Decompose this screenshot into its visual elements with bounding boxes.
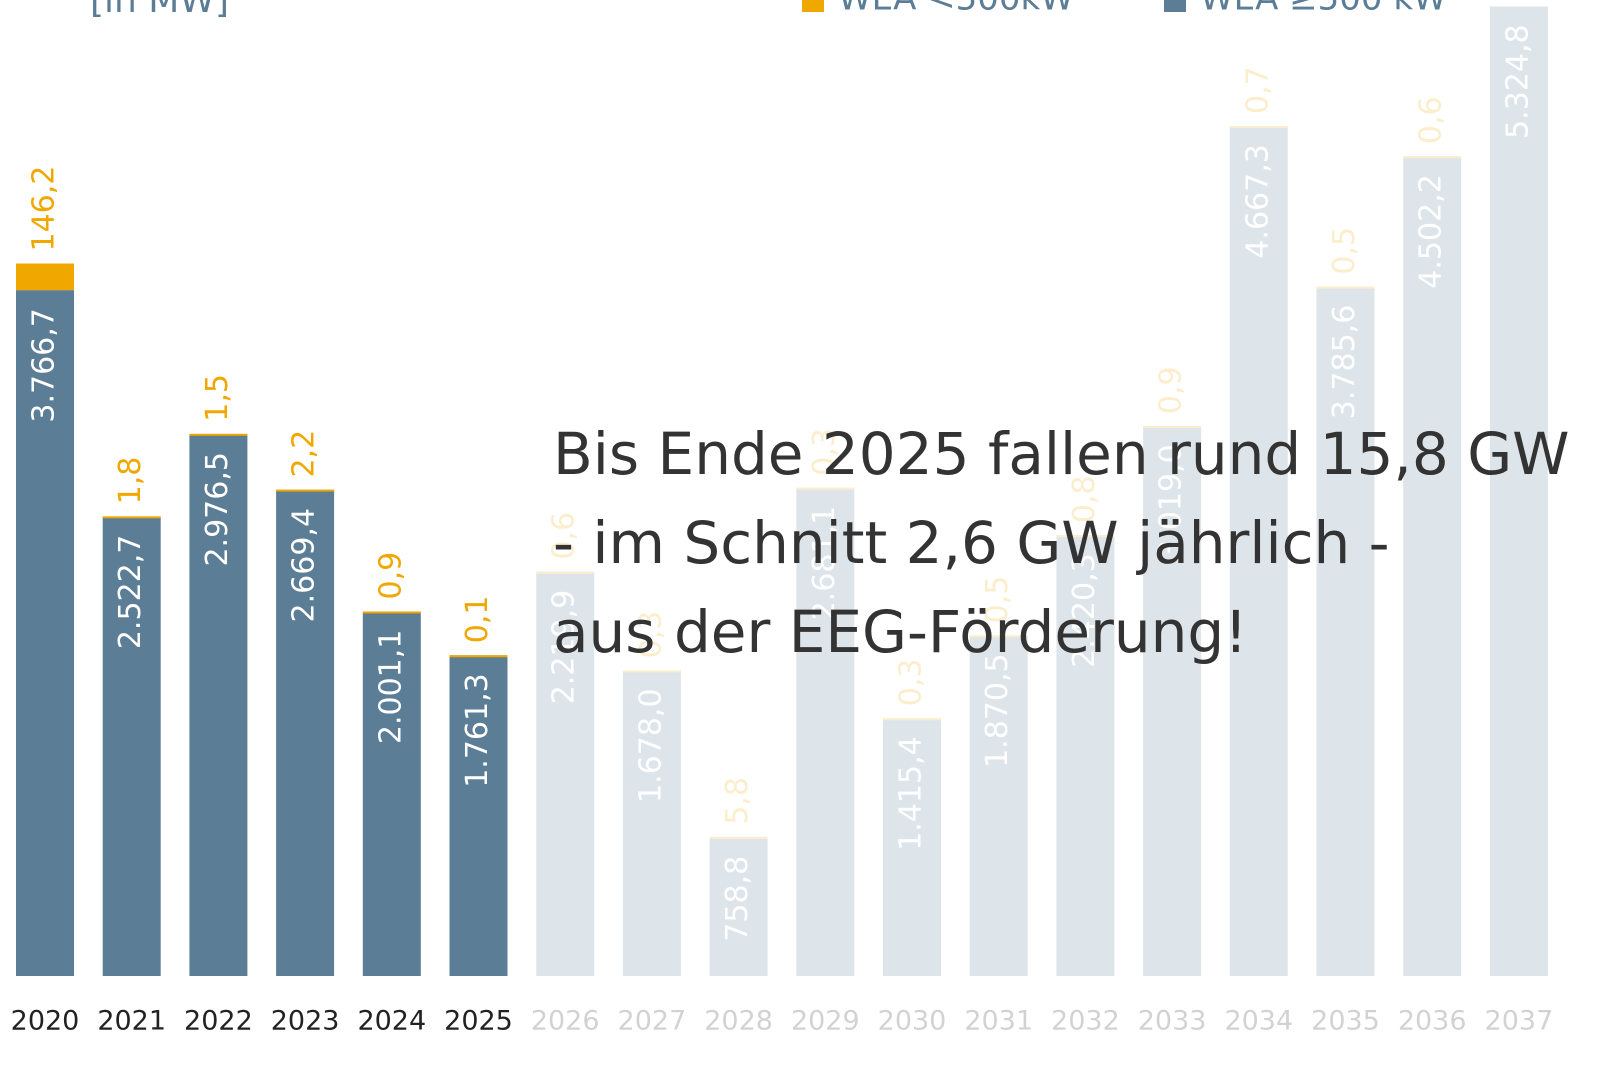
- legend-swatch: [802, 0, 824, 12]
- x-tick-label: 2022: [184, 1006, 253, 1037]
- bar-segment: [276, 489, 335, 976]
- bar-segment: [16, 263, 74, 291]
- fade-overlay: [522, 0, 1613, 1068]
- annotation: - im Schnitt 2,6 GW jährlich -: [553, 509, 1390, 577]
- bar-segment: [16, 290, 74, 976]
- x-tick-label: 2025: [444, 1006, 513, 1037]
- annotation: Bis Ende 2025 fallen rund 15,8 GW: [553, 420, 1570, 488]
- bar-segment: [189, 434, 248, 976]
- bar-segment: [276, 489, 335, 492]
- bar-segment: [102, 516, 161, 519]
- x-tick-label: 2021: [97, 1006, 166, 1037]
- bar-segment: [189, 433, 248, 436]
- x-tick-label: 2020: [11, 1006, 80, 1037]
- bar-segment: [362, 611, 421, 976]
- annotation: aus der EEG-Förderung!: [553, 598, 1247, 666]
- bar-segment: [102, 516, 161, 976]
- legend-label: WEA <500kW: [838, 0, 1074, 19]
- chart-title: [in MW]: [90, 0, 229, 21]
- data-label: 2,2: [287, 430, 322, 478]
- data-label: 1,5: [200, 374, 235, 422]
- data-label: 2.522,7: [113, 535, 148, 650]
- data-label: 1.761,3: [460, 673, 495, 788]
- data-label: 1,8: [113, 457, 148, 505]
- data-label: 146,2: [27, 166, 62, 252]
- x-tick-label: 2023: [271, 1006, 340, 1037]
- data-label: 2.669,4: [287, 508, 322, 623]
- data-label: 0,9: [373, 552, 408, 600]
- bar-segment: [449, 655, 508, 658]
- data-label: 2.001,1: [373, 630, 408, 745]
- overlay-layer: WEA <500kW WEA ≥500 kW Bis Ende 2025 falle…: [553, 0, 1570, 666]
- bar-segment: [362, 611, 421, 614]
- x-tick-label: 2024: [357, 1006, 426, 1037]
- legend-swatch: [1164, 0, 1186, 12]
- bar-segment: [449, 655, 508, 976]
- legend-label: WEA ≥500 kW: [1200, 0, 1447, 19]
- data-label: 3.766,7: [27, 308, 62, 423]
- data-label: 0,1: [460, 596, 495, 644]
- data-label: 2.976,5: [200, 452, 235, 567]
